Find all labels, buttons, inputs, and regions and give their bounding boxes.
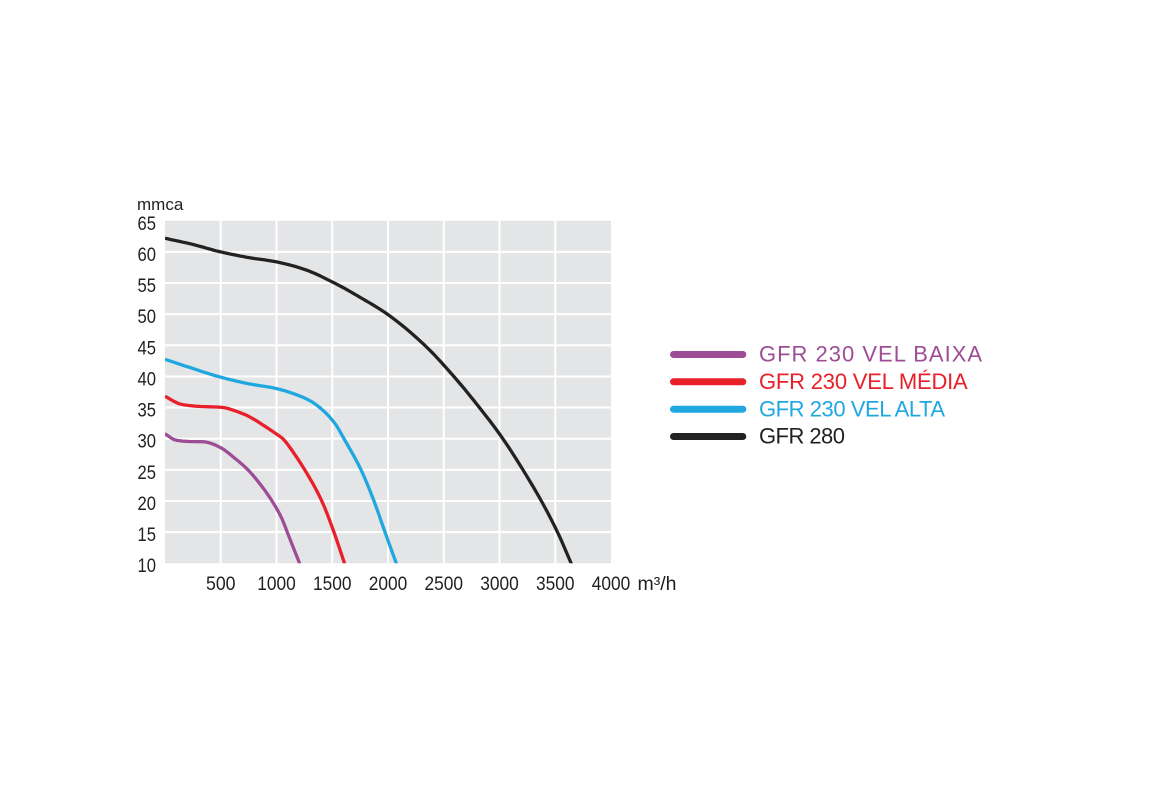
- svg-text:GFR 230 VEL BAIXA: GFR 230 VEL BAIXA: [759, 342, 983, 367]
- svg-text:60: 60: [138, 244, 157, 266]
- svg-text:mmca: mmca: [137, 195, 184, 214]
- svg-text:2500: 2500: [425, 573, 464, 595]
- svg-text:GFR 230 VEL MÉDIA: GFR 230 VEL MÉDIA: [759, 369, 968, 394]
- svg-text:40: 40: [138, 368, 157, 390]
- svg-text:500: 500: [206, 573, 236, 595]
- svg-text:45: 45: [138, 337, 157, 359]
- svg-text:55: 55: [138, 275, 157, 297]
- svg-text:GFR 230 VEL ALTA: GFR 230 VEL ALTA: [759, 396, 945, 421]
- svg-text:10: 10: [138, 555, 157, 577]
- svg-text:1500: 1500: [313, 573, 352, 595]
- svg-text:3000: 3000: [480, 573, 519, 595]
- svg-text:65: 65: [138, 213, 157, 235]
- svg-text:25: 25: [138, 462, 157, 484]
- svg-text:4000: 4000: [592, 573, 631, 595]
- svg-text:20: 20: [138, 493, 157, 515]
- svg-text:50: 50: [138, 306, 157, 328]
- svg-text:15: 15: [138, 524, 157, 546]
- svg-text:GFR 280: GFR 280: [759, 424, 845, 449]
- svg-text:2000: 2000: [369, 573, 408, 595]
- svg-text:3500: 3500: [536, 573, 575, 595]
- svg-text:m³/h: m³/h: [638, 573, 677, 595]
- svg-text:30: 30: [138, 431, 157, 453]
- svg-text:1000: 1000: [257, 573, 296, 595]
- svg-text:35: 35: [138, 400, 157, 422]
